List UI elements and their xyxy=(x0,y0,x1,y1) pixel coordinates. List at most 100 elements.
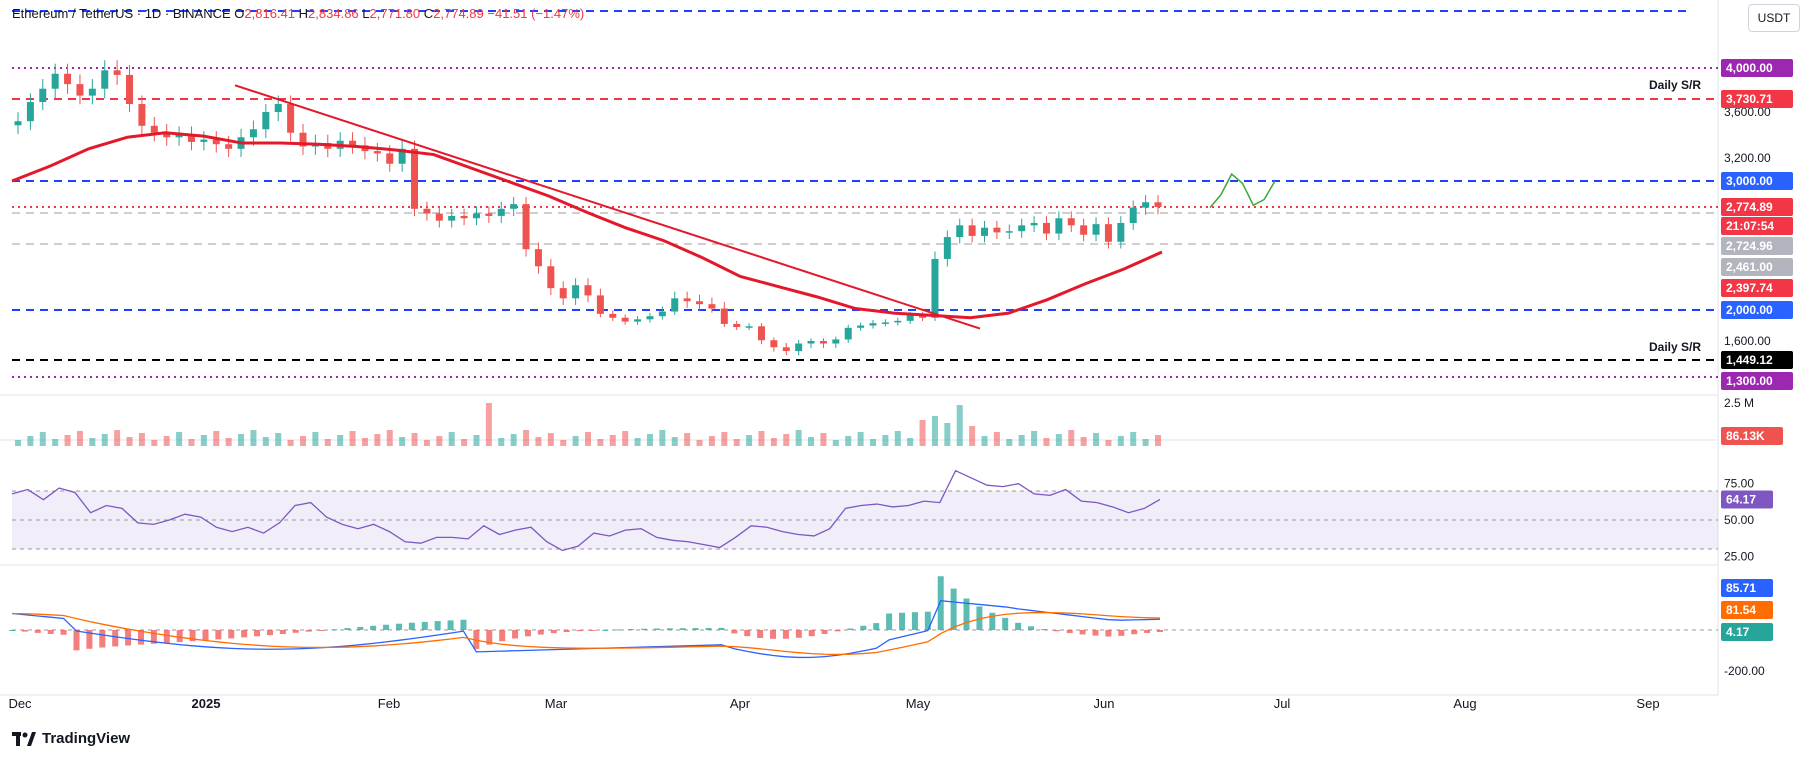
volume-bar xyxy=(324,439,331,446)
candle-body xyxy=(609,313,617,318)
candle-body xyxy=(1030,222,1038,226)
macd-histogram-bar xyxy=(137,630,144,645)
volume-bar xyxy=(721,432,728,446)
price-axis-tick: 3,600.00 xyxy=(1724,105,1771,119)
candle-body xyxy=(857,325,865,328)
tradingview-icon xyxy=(12,731,36,746)
macd-histogram-bar xyxy=(60,630,67,635)
candle-body xyxy=(1005,231,1013,233)
volume-bar xyxy=(523,430,530,446)
rsi-badge-label: 64.17 xyxy=(1726,492,1756,506)
macd-histogram-bar xyxy=(937,576,944,630)
candle-body xyxy=(411,148,419,209)
candle-body xyxy=(187,135,195,142)
volume-bar xyxy=(1055,434,1062,446)
volume-bar xyxy=(89,438,96,446)
macd-histogram-bar xyxy=(705,627,712,630)
candle-body xyxy=(708,304,716,309)
macd-histogram-bar xyxy=(241,630,248,638)
volume-bar xyxy=(498,438,505,446)
macd-histogram-bar xyxy=(924,611,931,630)
price-badge-label: 2,461.00 xyxy=(1726,260,1773,274)
macd-histogram-bar xyxy=(795,630,802,638)
macd-histogram-bar xyxy=(331,629,338,631)
macd-histogram-bar xyxy=(189,630,196,642)
rsi-axis-tick: 25.00 xyxy=(1724,549,1754,563)
volume-bar xyxy=(510,434,517,446)
volume-bar xyxy=(1006,439,1013,446)
macd-histogram-bar xyxy=(73,630,80,651)
candle-body xyxy=(64,73,72,85)
macd-histogram-bar xyxy=(576,630,583,632)
candle-body xyxy=(101,70,109,89)
macd-histogram-bar xyxy=(344,628,351,630)
candle-body xyxy=(844,327,852,340)
candle-body xyxy=(1042,222,1050,234)
candle-body xyxy=(596,295,604,314)
macd-histogram-bar xyxy=(911,612,918,630)
volume-bar xyxy=(708,436,715,446)
candle-body xyxy=(807,341,815,344)
macd-badge-label: 81.54 xyxy=(1726,603,1756,617)
macd-histogram-bar xyxy=(628,629,635,631)
symbol-header: Ethereum / TetherUS · 1D · BINANCE O2,81… xyxy=(12,6,585,21)
macd-histogram-bar xyxy=(808,630,815,637)
volume-bar xyxy=(758,431,765,446)
candle-body xyxy=(435,213,443,221)
volume-bar xyxy=(1130,432,1137,446)
candle-body xyxy=(163,132,171,138)
rsi-band xyxy=(12,490,1718,550)
candle-body xyxy=(274,104,282,112)
macd-histogram-bar xyxy=(279,630,286,634)
price-badge-label: 2,397.74 xyxy=(1726,281,1773,295)
macd-histogram-bar xyxy=(641,628,648,630)
candle-body xyxy=(76,84,84,96)
volume-bar xyxy=(361,438,368,446)
time-axis-tick: Aug xyxy=(1453,696,1476,711)
macd-histogram-bar xyxy=(499,630,506,642)
volume-bar xyxy=(907,438,914,446)
macd-histogram-bar xyxy=(9,630,15,631)
macd-histogram-bar xyxy=(731,630,738,634)
macd-histogram-bar xyxy=(847,628,854,630)
price-badge-label: 2,774.89 xyxy=(1726,200,1773,214)
candle-body xyxy=(510,204,518,209)
candle-body xyxy=(522,204,530,250)
volume-bar xyxy=(52,439,59,446)
volume-bar xyxy=(560,440,567,446)
volume-bar xyxy=(808,437,815,446)
macd-histogram-bar xyxy=(266,630,273,636)
price-badge-label: 2,000.00 xyxy=(1726,303,1773,317)
candle-body xyxy=(534,249,542,267)
price-axis-tick: 3,200.00 xyxy=(1724,151,1771,165)
candle-body xyxy=(634,319,642,322)
volume-bar xyxy=(64,435,71,446)
candle-body xyxy=(1018,225,1026,232)
volume-bar xyxy=(176,432,183,446)
candle-body xyxy=(906,315,914,321)
candle-body xyxy=(572,285,580,299)
macd-histogram-bar xyxy=(602,629,609,631)
low-value: 2,771.80 xyxy=(369,6,421,21)
macd-badge xyxy=(1721,601,1773,619)
price-badge xyxy=(1721,172,1793,190)
price-badge-label: 3,000.00 xyxy=(1726,174,1773,188)
candle-body xyxy=(1092,224,1100,235)
macd-histogram-bar xyxy=(899,612,906,630)
candle-body xyxy=(448,215,456,221)
candle-body xyxy=(138,104,146,126)
volume-bar xyxy=(696,440,703,446)
volume-bar xyxy=(76,431,83,446)
macd-badge-label: 85.71 xyxy=(1726,581,1756,595)
candle-body xyxy=(720,308,728,324)
macd-histogram-bar xyxy=(744,630,751,637)
tradingview-logo[interactable]: TradingView xyxy=(12,730,130,747)
volume-bar xyxy=(870,439,876,446)
time-axis-tick: Dec xyxy=(8,696,32,711)
currency-button[interactable]: USDT xyxy=(1748,4,1800,32)
macd-histogram-bar xyxy=(86,630,93,649)
volume-bar xyxy=(300,436,306,446)
candle-body xyxy=(1067,218,1075,226)
volume-bar xyxy=(894,431,901,446)
